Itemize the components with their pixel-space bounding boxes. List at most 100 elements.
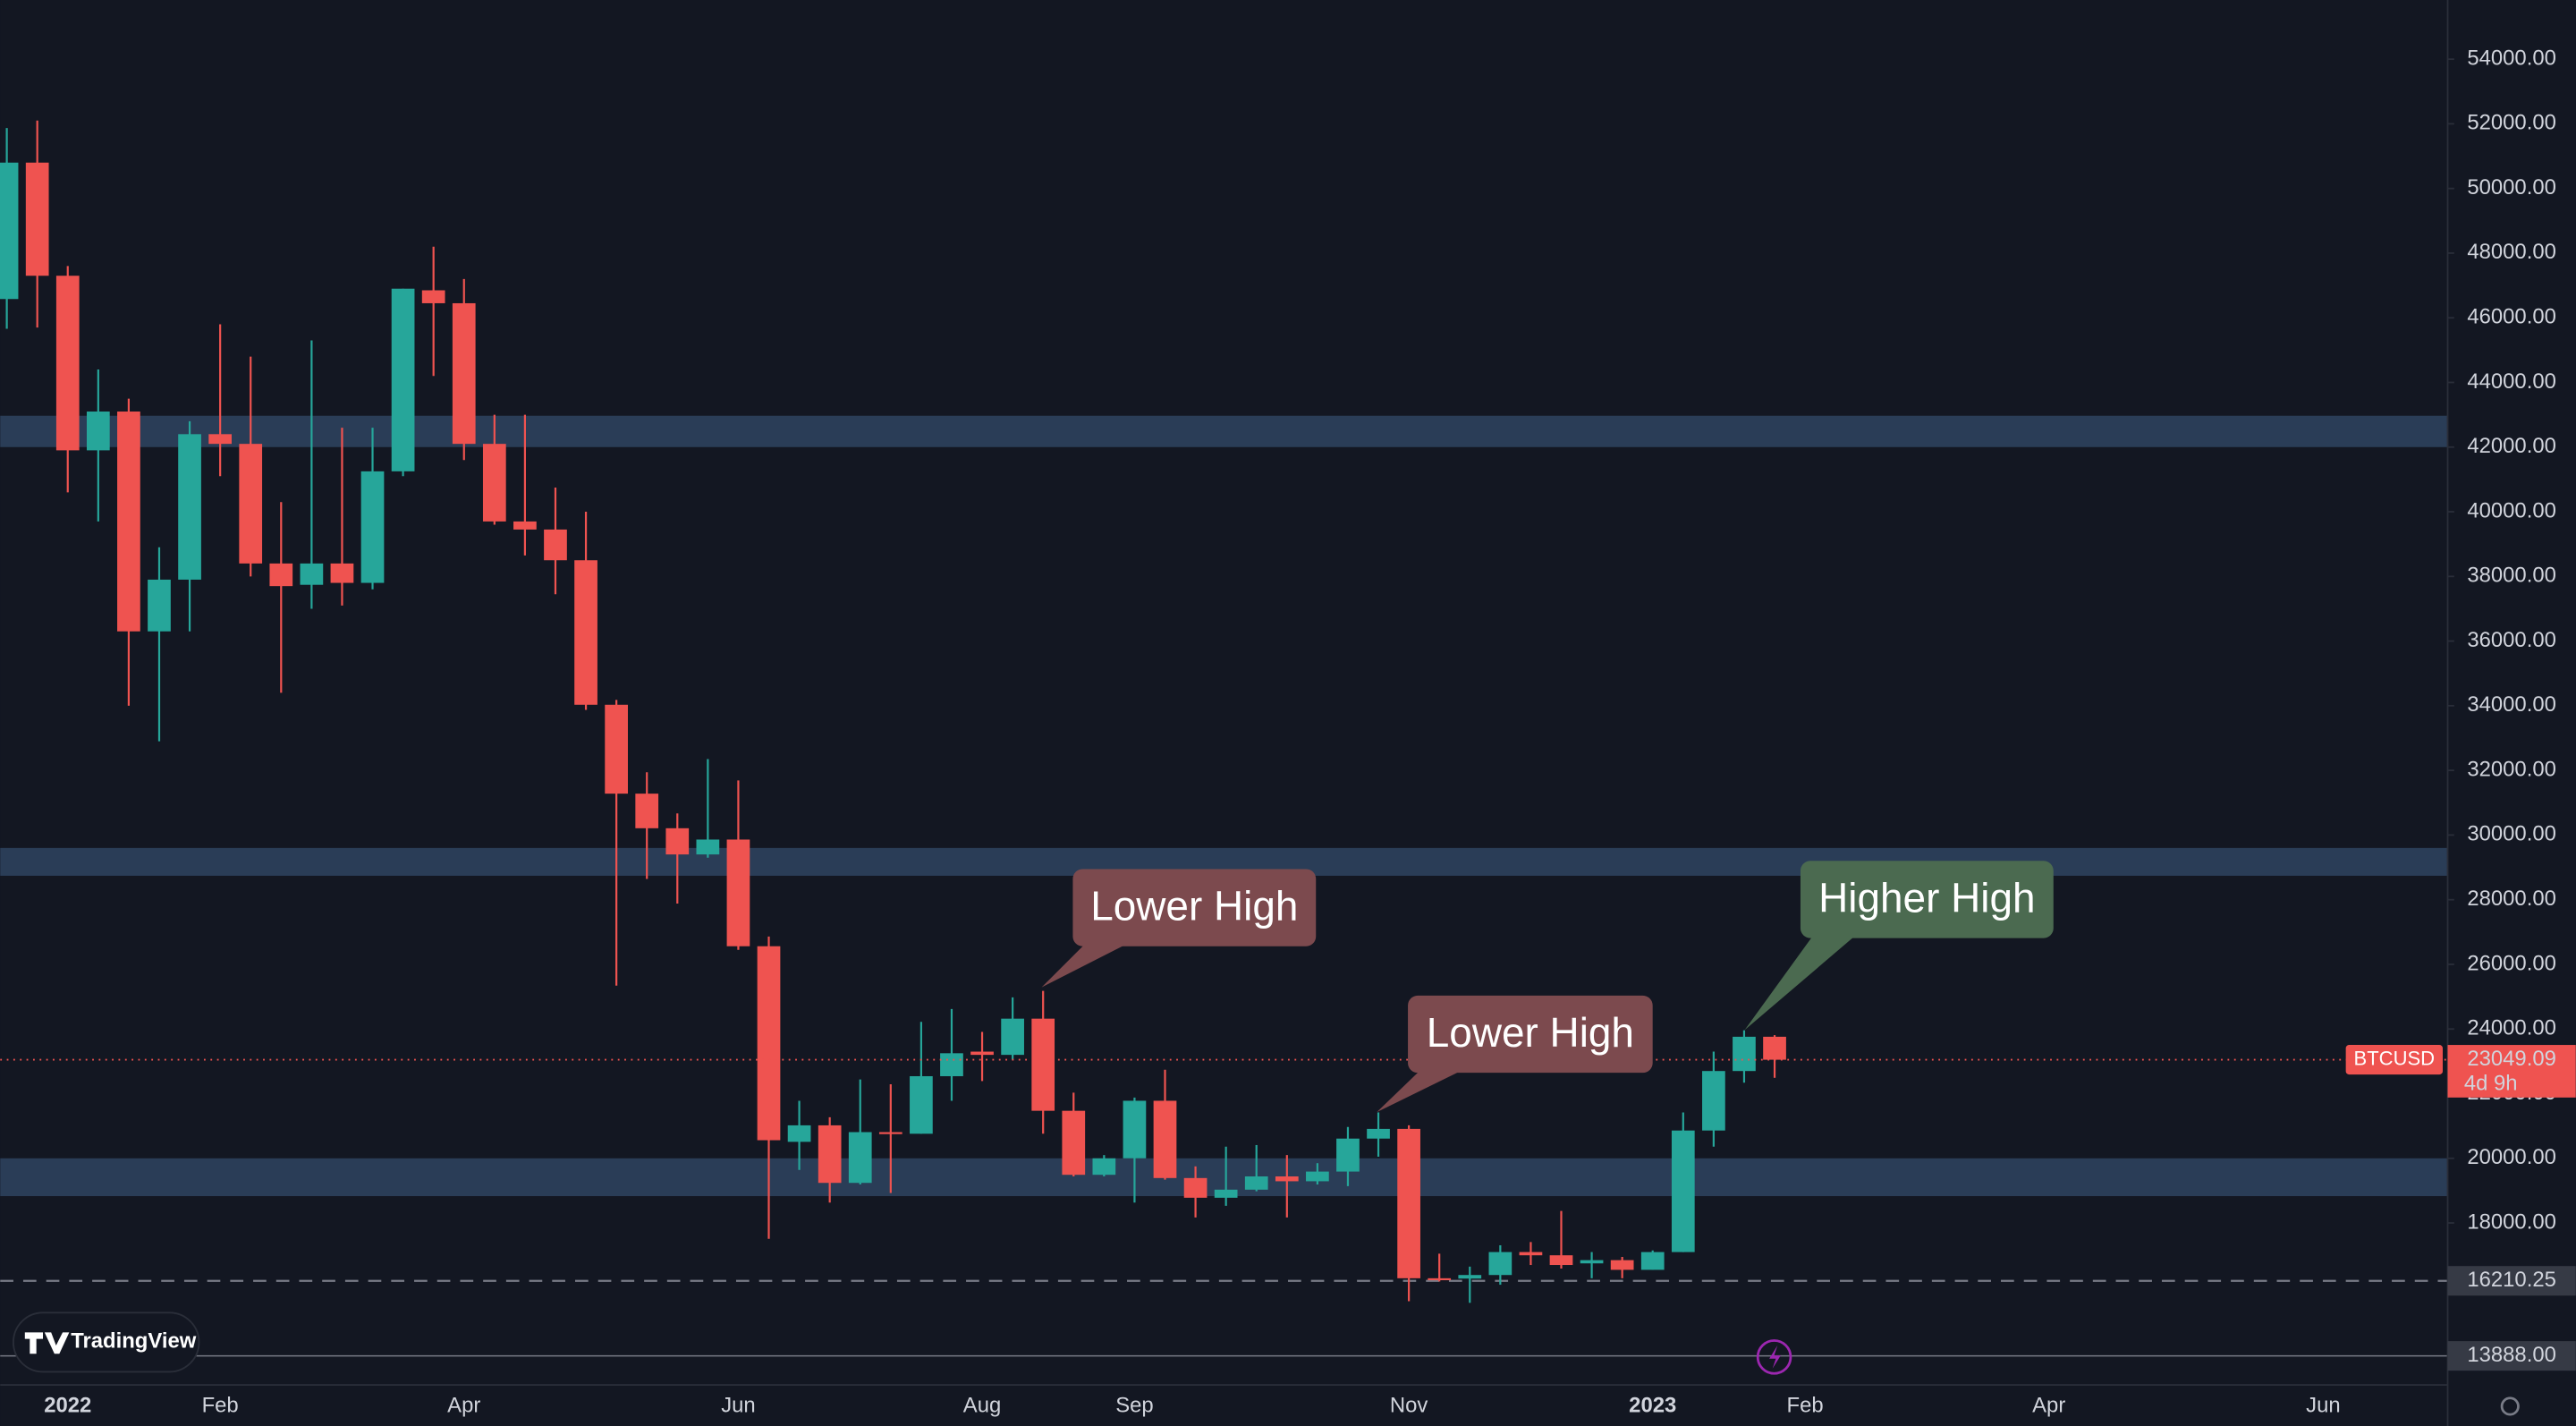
- candle-body: [55, 276, 80, 451]
- candle-body: [178, 434, 201, 580]
- y-tick-label: 30000.00: [2467, 822, 2556, 846]
- callout-pointer: [1041, 943, 1129, 988]
- candle-body: [848, 1132, 872, 1184]
- candle-body: [1763, 1036, 1786, 1060]
- y-tick-label: 28000.00: [2467, 887, 2556, 911]
- x-tick-label: Feb: [1787, 1393, 1824, 1417]
- x-tick-label: Apr: [447, 1393, 480, 1417]
- callout-box: [1408, 995, 1653, 1074]
- candle-body: [1306, 1171, 1329, 1182]
- candle-body: [818, 1125, 842, 1184]
- candle-body: [208, 434, 232, 445]
- watermark-text: TradingView: [71, 1329, 197, 1354]
- candle-body: [1214, 1189, 1238, 1198]
- y-tick-label: 36000.00: [2467, 628, 2556, 652]
- candle-body: [239, 444, 263, 564]
- gear: [2500, 1396, 2520, 1416]
- candle-body: [1397, 1128, 1420, 1278]
- y-tick-label: 18000.00: [2467, 1210, 2556, 1234]
- x-tick-label: 2023: [1629, 1393, 1676, 1417]
- candle-body: [940, 1053, 963, 1076]
- x-tick-label: Jun: [721, 1393, 755, 1417]
- level-label: 16210.25: [2467, 1268, 2556, 1292]
- candle-body: [1428, 1277, 1452, 1281]
- candle-body: [482, 444, 506, 522]
- y-tick-label: 34000.00: [2467, 692, 2556, 717]
- candle-body: [1183, 1177, 1208, 1198]
- zone: [0, 415, 2448, 447]
- x-tick-label: Aug: [963, 1393, 1001, 1417]
- y-tick-label: 40000.00: [2467, 498, 2556, 522]
- candle-body: [1671, 1130, 1695, 1252]
- candle-body: [1519, 1252, 1543, 1256]
- candle-body: [86, 412, 110, 451]
- level-label: 13888.00: [2467, 1343, 2556, 1367]
- candle-body: [148, 579, 171, 632]
- candle-body: [25, 162, 49, 276]
- candle-body: [1458, 1275, 1482, 1279]
- candle-body: [970, 1051, 994, 1056]
- candle-body: [1640, 1252, 1665, 1270]
- x-tick-label: 2022: [44, 1393, 91, 1417]
- x-tick-label: Sep: [1115, 1393, 1153, 1417]
- level-tag: [2447, 1341, 2576, 1371]
- candle-body: [665, 828, 690, 855]
- candle-body: [0, 162, 19, 300]
- candle-body: [513, 521, 537, 530]
- y-tick-label: 54000.00: [2467, 46, 2556, 70]
- candle-body: [1244, 1176, 1268, 1190]
- settings-icon[interactable]: [2500, 1396, 2520, 1416]
- candle-body: [1031, 1018, 1055, 1111]
- y-tick-label: 50000.00: [2467, 175, 2556, 199]
- candle-body: [1001, 1018, 1024, 1056]
- icon-bolt: [1769, 1345, 1781, 1369]
- candle-body: [117, 412, 140, 632]
- candle-body: [1610, 1260, 1634, 1270]
- candle-body: [1092, 1158, 1116, 1176]
- callout-pointer: [1377, 1069, 1464, 1113]
- y-tick-label: 48000.00: [2467, 240, 2556, 264]
- candle-body: [1488, 1252, 1513, 1276]
- candle-body: [757, 946, 781, 1141]
- symbol-tag: [2345, 1045, 2443, 1075]
- symbol-name: BTCUSD: [2354, 1047, 2436, 1069]
- candle-body: [360, 471, 385, 583]
- y-tick-label: 20000.00: [2467, 1145, 2556, 1169]
- candle-body: [544, 529, 567, 561]
- y-tick-label: 24000.00: [2467, 1016, 2556, 1040]
- candle-body: [1062, 1110, 1086, 1176]
- candle-body: [1549, 1255, 1573, 1266]
- candle-body: [1367, 1128, 1390, 1139]
- candle-body: [1733, 1036, 1756, 1072]
- candle-body: [726, 839, 750, 946]
- badge-bg: [13, 1311, 200, 1373]
- callout-box: [1072, 869, 1317, 946]
- price-tag: [2447, 1045, 2576, 1098]
- lightning-icon[interactable]: [1756, 1339, 1792, 1375]
- x-tick-label: Apr: [2032, 1393, 2065, 1417]
- callout-box: [1800, 861, 2054, 938]
- candle-body: [269, 563, 293, 587]
- y-tick-label: 26000.00: [2467, 951, 2556, 975]
- icon-ring: [1756, 1339, 1792, 1375]
- candle-body: [696, 839, 720, 855]
- watermark-badge[interactable]: TradingView: [13, 1311, 200, 1373]
- candle-body: [635, 794, 659, 828]
- candle-body: [1123, 1100, 1147, 1159]
- candle-body: [1275, 1176, 1299, 1182]
- candle-body: [391, 288, 415, 471]
- candle-body: [452, 302, 476, 445]
- callout-text: Lower High: [1090, 883, 1298, 929]
- candle-body: [1336, 1138, 1360, 1172]
- y-tick-label: 52000.00: [2467, 111, 2556, 135]
- x-tick-label: Jun: [2306, 1393, 2340, 1417]
- countdown: 4d 9h: [2464, 1071, 2518, 1095]
- candle-body: [1580, 1260, 1604, 1264]
- callout-text: Lower High: [1427, 1009, 1634, 1056]
- candle-body: [1702, 1071, 1725, 1131]
- candle-body: [787, 1125, 811, 1142]
- level-tag: [2447, 1266, 2576, 1296]
- candle-body: [878, 1132, 902, 1134]
